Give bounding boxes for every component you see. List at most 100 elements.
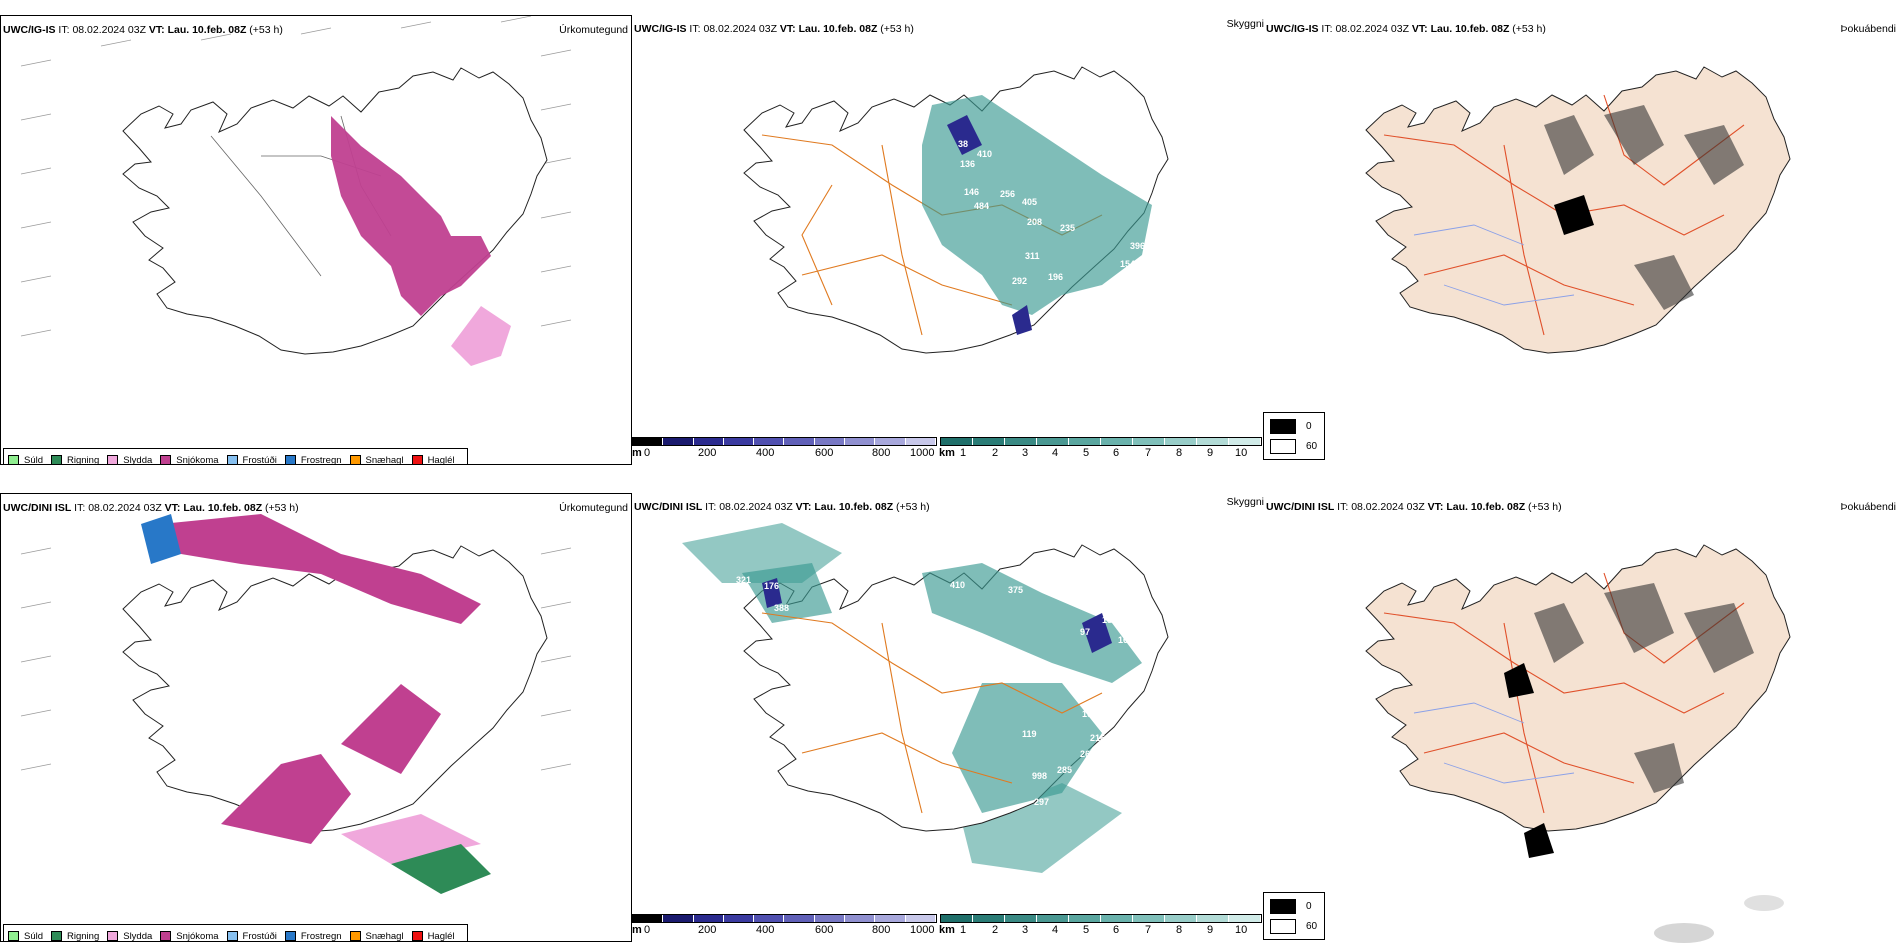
it-label: IT: xyxy=(58,24,70,36)
fog-value: 0 xyxy=(1306,900,1312,912)
panel-title: Þokuábendi xyxy=(1840,501,1896,513)
colorbar-cell xyxy=(941,915,973,922)
vt-value: Lau. 10.feb. 08Z xyxy=(1430,23,1510,35)
km-tick: 2 xyxy=(992,924,999,936)
panel-title: Úrkomutegund xyxy=(559,24,628,36)
colorbar-cell xyxy=(1229,438,1261,445)
colorbar-cell xyxy=(723,438,755,445)
fog-swatch xyxy=(1270,438,1296,454)
vis-label: 183 xyxy=(1102,615,1117,625)
vis-label: 375 xyxy=(1008,585,1023,595)
vt-label: VT: xyxy=(1411,23,1428,35)
vis-label: 143 xyxy=(1122,279,1137,289)
colorbar-cell xyxy=(784,438,815,445)
it-label: IT: xyxy=(689,23,701,35)
precip-type-map-top xyxy=(20,16,572,366)
legend-label: Snjókoma xyxy=(176,930,219,942)
precip-type-panel-top: UWC/IG-IS IT: 08.02.2024 03Z VT: Lau. 10… xyxy=(0,15,632,465)
fog-legend-row: 0 xyxy=(1270,416,1324,436)
legend-swatch xyxy=(226,931,238,941)
km-tick: 3 xyxy=(1022,447,1029,459)
m-colorbar xyxy=(632,914,937,923)
km-tick: 1 xyxy=(960,924,967,936)
km-tick: 2 xyxy=(992,447,999,459)
legend-swatch xyxy=(107,931,119,941)
colorbar-cell xyxy=(663,438,694,445)
panel-header: UWC/IG-IS IT: 08.02.2024 03Z VT: Lau. 10… xyxy=(1266,23,1546,35)
vis-label: 169 xyxy=(1118,635,1133,645)
colorbar-cell xyxy=(693,915,724,922)
vt-value: Lau. 10.feb. 08Z xyxy=(1446,501,1526,513)
vis-label: 285 xyxy=(1057,765,1072,775)
m-tick: 200 xyxy=(698,447,717,459)
colorbar-cell xyxy=(814,915,846,922)
vis-label: 208 xyxy=(1027,217,1042,227)
legend-label: Súld xyxy=(24,930,44,942)
vis-label: 109 xyxy=(1134,287,1149,297)
it-value: 08.02.2024 03Z xyxy=(72,24,146,36)
it-label: IT: xyxy=(705,501,717,513)
vis-label: 589 xyxy=(1070,595,1085,605)
m-tick: 0 xyxy=(644,447,651,459)
legend-item: Frostregn xyxy=(284,455,342,464)
m-tick: 600 xyxy=(815,924,834,936)
visibility-map-top: 38 410 136 146 484 256 405 208 235 311 3… xyxy=(743,66,1169,354)
lead-time: (+53 h) xyxy=(896,501,930,513)
colorbar-cell xyxy=(1069,915,1101,922)
vis-label: 232 xyxy=(1104,745,1119,755)
colorbar-cell xyxy=(1069,438,1101,445)
vis-label: 97 xyxy=(1080,627,1090,637)
colorbar-cell xyxy=(875,438,906,445)
m-tick: 0 xyxy=(644,924,651,936)
fog-map-top xyxy=(1365,66,1791,354)
km-tick: 7 xyxy=(1145,447,1152,459)
it-value: 08.02.2024 03Z xyxy=(703,23,777,35)
panel-header: UWC/IG-IS IT: 08.02.2024 03Z VT: Lau. 10… xyxy=(3,24,283,36)
vis-label: 115 xyxy=(1106,865,1121,875)
fog-panel-top: UWC/IG-IS IT: 08.02.2024 03Z VT: Lau. 10… xyxy=(1264,15,1900,465)
fog-swatch xyxy=(1270,918,1296,934)
precip-type-panel-bottom: UWC/DINI ISL IT: 08.02.2024 03Z VT: Lau.… xyxy=(0,493,632,942)
colorbar-cell xyxy=(1101,915,1133,922)
legend-item: Snjókoma xyxy=(160,455,219,464)
visibility-panel-bottom: 321 176 388 410 375 589 97 183 169 119 1… xyxy=(632,493,1264,948)
legend-label: Frostúði xyxy=(242,930,277,942)
m-tick: 1000 xyxy=(910,447,935,459)
panel-header: UWC/DINI ISL IT: 08.02.2024 03Z VT: Lau.… xyxy=(1266,501,1562,513)
legend-item: Snæhagl xyxy=(349,931,404,941)
legend-swatch xyxy=(107,455,119,464)
vis-label: 256 xyxy=(1000,189,1015,199)
vis-label: 176 xyxy=(764,581,779,591)
model-name: UWC/IG-IS xyxy=(634,23,687,35)
km-tick: 4 xyxy=(1052,924,1059,936)
vis-label: 196 xyxy=(1048,272,1063,282)
colorbar-cell xyxy=(1005,438,1037,445)
legend-swatch xyxy=(51,455,63,464)
legend-item: Snjókoma xyxy=(160,930,219,942)
legend-item: Slydda xyxy=(107,455,152,464)
colorbar-cell xyxy=(754,438,785,445)
vis-label: 321 xyxy=(736,575,751,585)
legend-label: Rigning xyxy=(67,454,100,465)
fog-value: 60 xyxy=(1306,440,1318,452)
m-tick: 400 xyxy=(756,924,775,936)
colorbar-cell xyxy=(1197,915,1229,922)
fog-map-bottom xyxy=(1365,544,1791,943)
vt-label: VT: xyxy=(779,23,796,35)
legend-swatch xyxy=(160,931,172,941)
fog-legend-row: 0 xyxy=(1270,896,1324,916)
km-tick: 10 xyxy=(1235,924,1248,936)
km-colorbar xyxy=(940,437,1262,446)
fog-legend-row: 60 xyxy=(1270,916,1324,936)
vis-label: 193 xyxy=(1082,709,1097,719)
precip-type-map-bottom xyxy=(20,514,572,894)
m-unit: m xyxy=(632,924,642,936)
fog-legend-top: 0 60 xyxy=(1263,412,1325,460)
precip-legend-top: Súld Rigning Slydda Snjókoma Frostúði Fr… xyxy=(3,448,468,465)
vis-label: 136 xyxy=(960,159,975,169)
it-label: IT: xyxy=(1337,501,1349,513)
model-name: UWC/DINI ISL xyxy=(3,502,72,514)
vis-label: 38 xyxy=(958,139,968,149)
legend-swatch xyxy=(349,931,361,941)
legend-swatch xyxy=(349,455,361,464)
